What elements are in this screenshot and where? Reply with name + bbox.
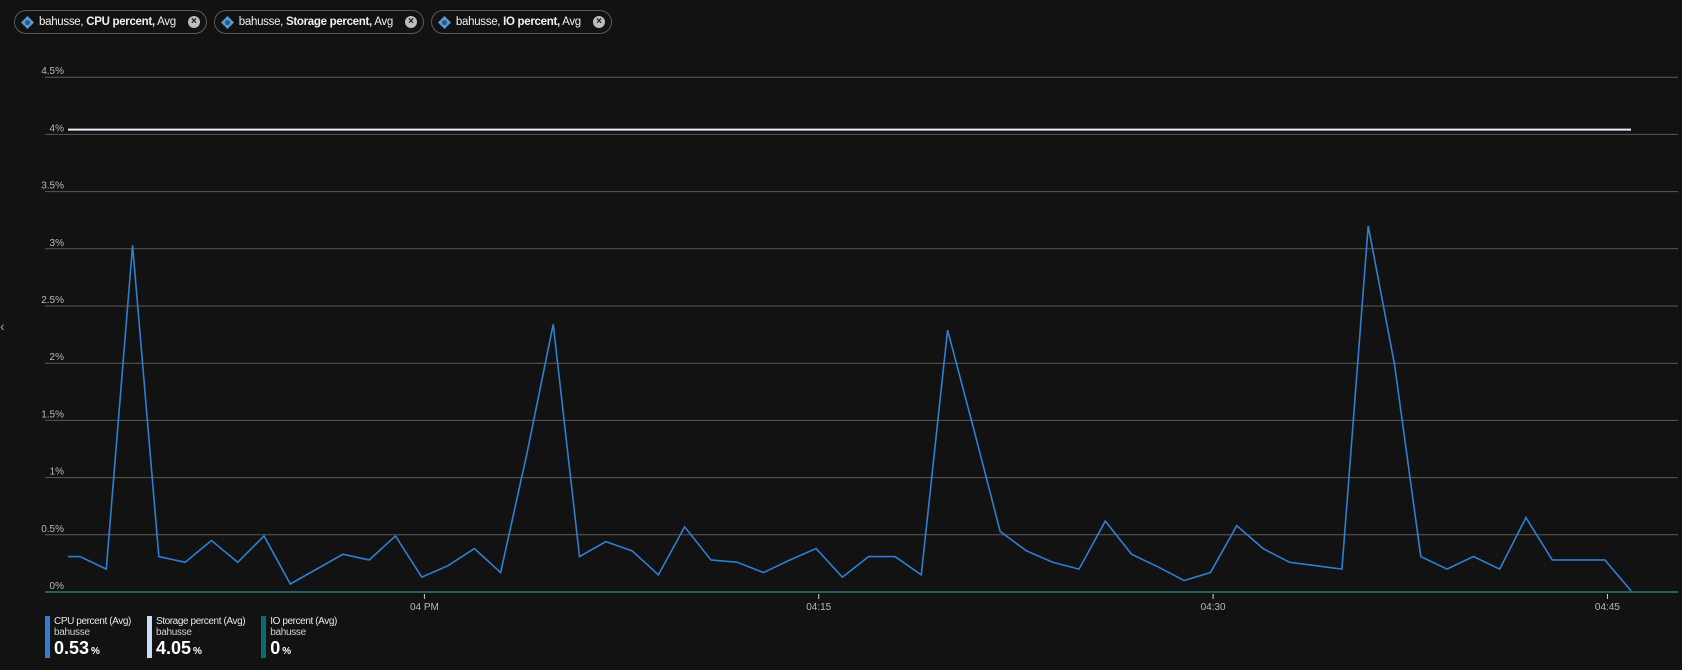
legend-item-cpu[interactable]: CPU percent (Avg) bahusse 0.53% — [45, 616, 131, 658]
line-chart[interactable]: 0% 0.5% 1% 1.5% 2% 2.5% 3% 3.5% 4% 4.5% 04 PM 04:1… — [0, 0, 1682, 615]
metric-chip-cpu[interactable]: bahusse, CPU percent, Avg × — [14, 10, 207, 34]
y-tick-label: 4.5% — [41, 66, 64, 77]
x-tick-label: 04:15 — [806, 602, 831, 613]
y-tick-label: 3.5% — [41, 181, 64, 192]
chip-label: bahusse, CPU percent, Avg — [39, 16, 176, 28]
y-tick-label: 0.5% — [41, 524, 64, 535]
x-tick-label: 04:45 — [1595, 602, 1620, 613]
chart-series — [45, 128, 1678, 593]
legend-metric-name: CPU percent (Avg) — [54, 616, 131, 627]
chart-legend: CPU percent (Avg) bahusse 0.53% Storage … — [45, 616, 337, 658]
y-tick-label: 3% — [50, 238, 65, 249]
database-resource-icon — [21, 15, 34, 29]
close-icon[interactable]: × — [187, 16, 200, 28]
x-tick-label: 04 PM — [410, 602, 439, 613]
x-axis: 04 PM 04:15 04:30 04:45 — [410, 594, 1620, 613]
cpu-series-line[interactable] — [68, 225, 1632, 592]
metric-chip-storage[interactable]: bahusse, Storage percent, Avg × — [213, 10, 424, 34]
close-icon[interactable]: × — [592, 16, 605, 28]
legend-color-swatch — [45, 616, 50, 658]
y-tick-label: 0% — [50, 581, 65, 592]
legend-color-swatch — [261, 616, 267, 658]
y-tick-label: 2% — [50, 352, 65, 363]
legend-resource-name: bahusse — [270, 627, 306, 638]
y-tick-label: 1% — [50, 467, 65, 478]
legend-value: 4.05% — [155, 638, 202, 658]
collapse-arrow-icon[interactable]: ‹ — [0, 318, 5, 334]
legend-value: 0.53% — [54, 638, 100, 658]
legend-item-storage[interactable]: Storage percent (Avg) bahusse 4.05% — [146, 616, 246, 658]
y-tick-label: 4% — [50, 123, 65, 134]
y-axis-labels: 0% 0.5% 1% 1.5% 2% 2.5% 3% 3.5% 4% 4.5% — [41, 66, 64, 592]
legend-metric-name: Storage percent (Avg) — [155, 616, 246, 627]
y-tick-label: 1.5% — [41, 409, 64, 420]
legend-item-io[interactable]: IO percent (Avg) bahusse 0% — [261, 616, 337, 658]
legend-value: 0% — [270, 638, 292, 658]
legend-color-swatch — [146, 616, 152, 658]
metric-chip-io[interactable]: bahusse, IO percent, Avg × — [430, 10, 612, 34]
legend-resource-name: bahusse — [155, 627, 192, 638]
legend-resource-name: bahusse — [54, 627, 90, 638]
database-resource-icon — [437, 15, 451, 29]
x-tick-label: 04:30 — [1201, 602, 1226, 613]
close-icon[interactable]: × — [404, 16, 417, 28]
metric-chips: bahusse, CPU percent, Avg × bahusse, Sto… — [14, 10, 612, 34]
chip-label: bahusse, Storage percent, Avg — [238, 16, 393, 28]
y-gridlines — [45, 76, 1678, 536]
chip-label: bahusse, IO percent, Avg — [455, 16, 581, 28]
y-tick-label: 2.5% — [41, 295, 64, 306]
legend-metric-name: IO percent (Avg) — [270, 616, 337, 627]
database-resource-icon — [220, 15, 234, 29]
